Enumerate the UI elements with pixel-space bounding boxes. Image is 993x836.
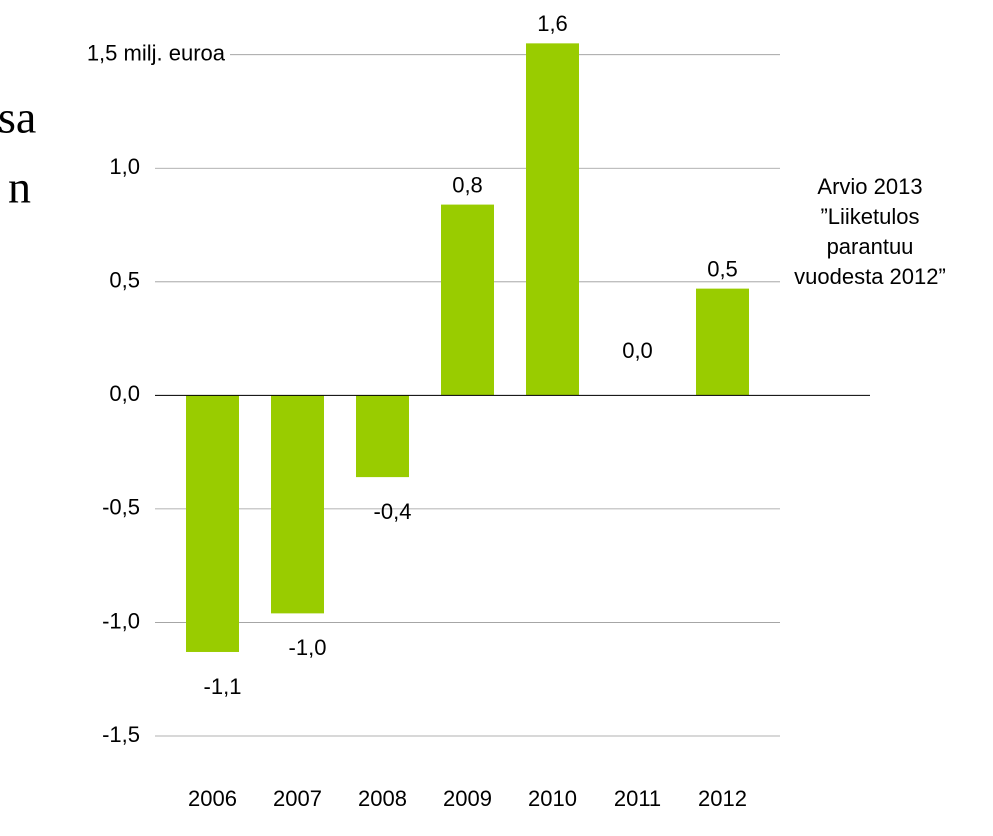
annotation: vuodesta 2012” bbox=[794, 264, 946, 289]
x-tick-label: 2012 bbox=[698, 786, 747, 811]
x-tick-label: 2010 bbox=[528, 786, 577, 811]
y-tick-label: 1,5 milj. euroa bbox=[87, 41, 226, 66]
value-label: 0,5 bbox=[707, 256, 738, 281]
value-label: -0,4 bbox=[374, 499, 412, 524]
y-tick-label: -1,5 bbox=[102, 722, 140, 747]
value-label: 0,8 bbox=[452, 172, 483, 197]
bar bbox=[441, 204, 494, 396]
value-label: -1,0 bbox=[289, 635, 327, 660]
annotation: ”Liiketulos bbox=[820, 204, 919, 229]
bar bbox=[526, 43, 579, 396]
x-tick-label: 2007 bbox=[273, 786, 322, 811]
bar bbox=[186, 395, 239, 652]
value-label: -1,1 bbox=[204, 674, 242, 699]
x-tick-label: 2006 bbox=[188, 786, 237, 811]
x-tick-label: 2011 bbox=[614, 786, 661, 811]
annotation: Arvio 2013 bbox=[817, 174, 922, 199]
bar bbox=[271, 395, 324, 614]
background-text: sa bbox=[0, 92, 36, 143]
value-label: 1,6 bbox=[537, 11, 568, 36]
y-tick-label: 1,0 bbox=[109, 154, 140, 179]
y-tick-label: -0,5 bbox=[102, 495, 140, 520]
value-label: 0,0 bbox=[622, 338, 653, 363]
bar bbox=[696, 288, 749, 396]
x-tick-label: 2009 bbox=[443, 786, 492, 811]
bar bbox=[356, 395, 409, 478]
x-tick-label: 2008 bbox=[358, 786, 407, 811]
annotation: parantuu bbox=[827, 234, 914, 259]
y-tick-label: 0,5 bbox=[109, 268, 140, 293]
background-text: n bbox=[8, 162, 31, 213]
y-tick-label: -1,0 bbox=[102, 608, 140, 633]
y-tick-label: 0,0 bbox=[109, 381, 140, 406]
